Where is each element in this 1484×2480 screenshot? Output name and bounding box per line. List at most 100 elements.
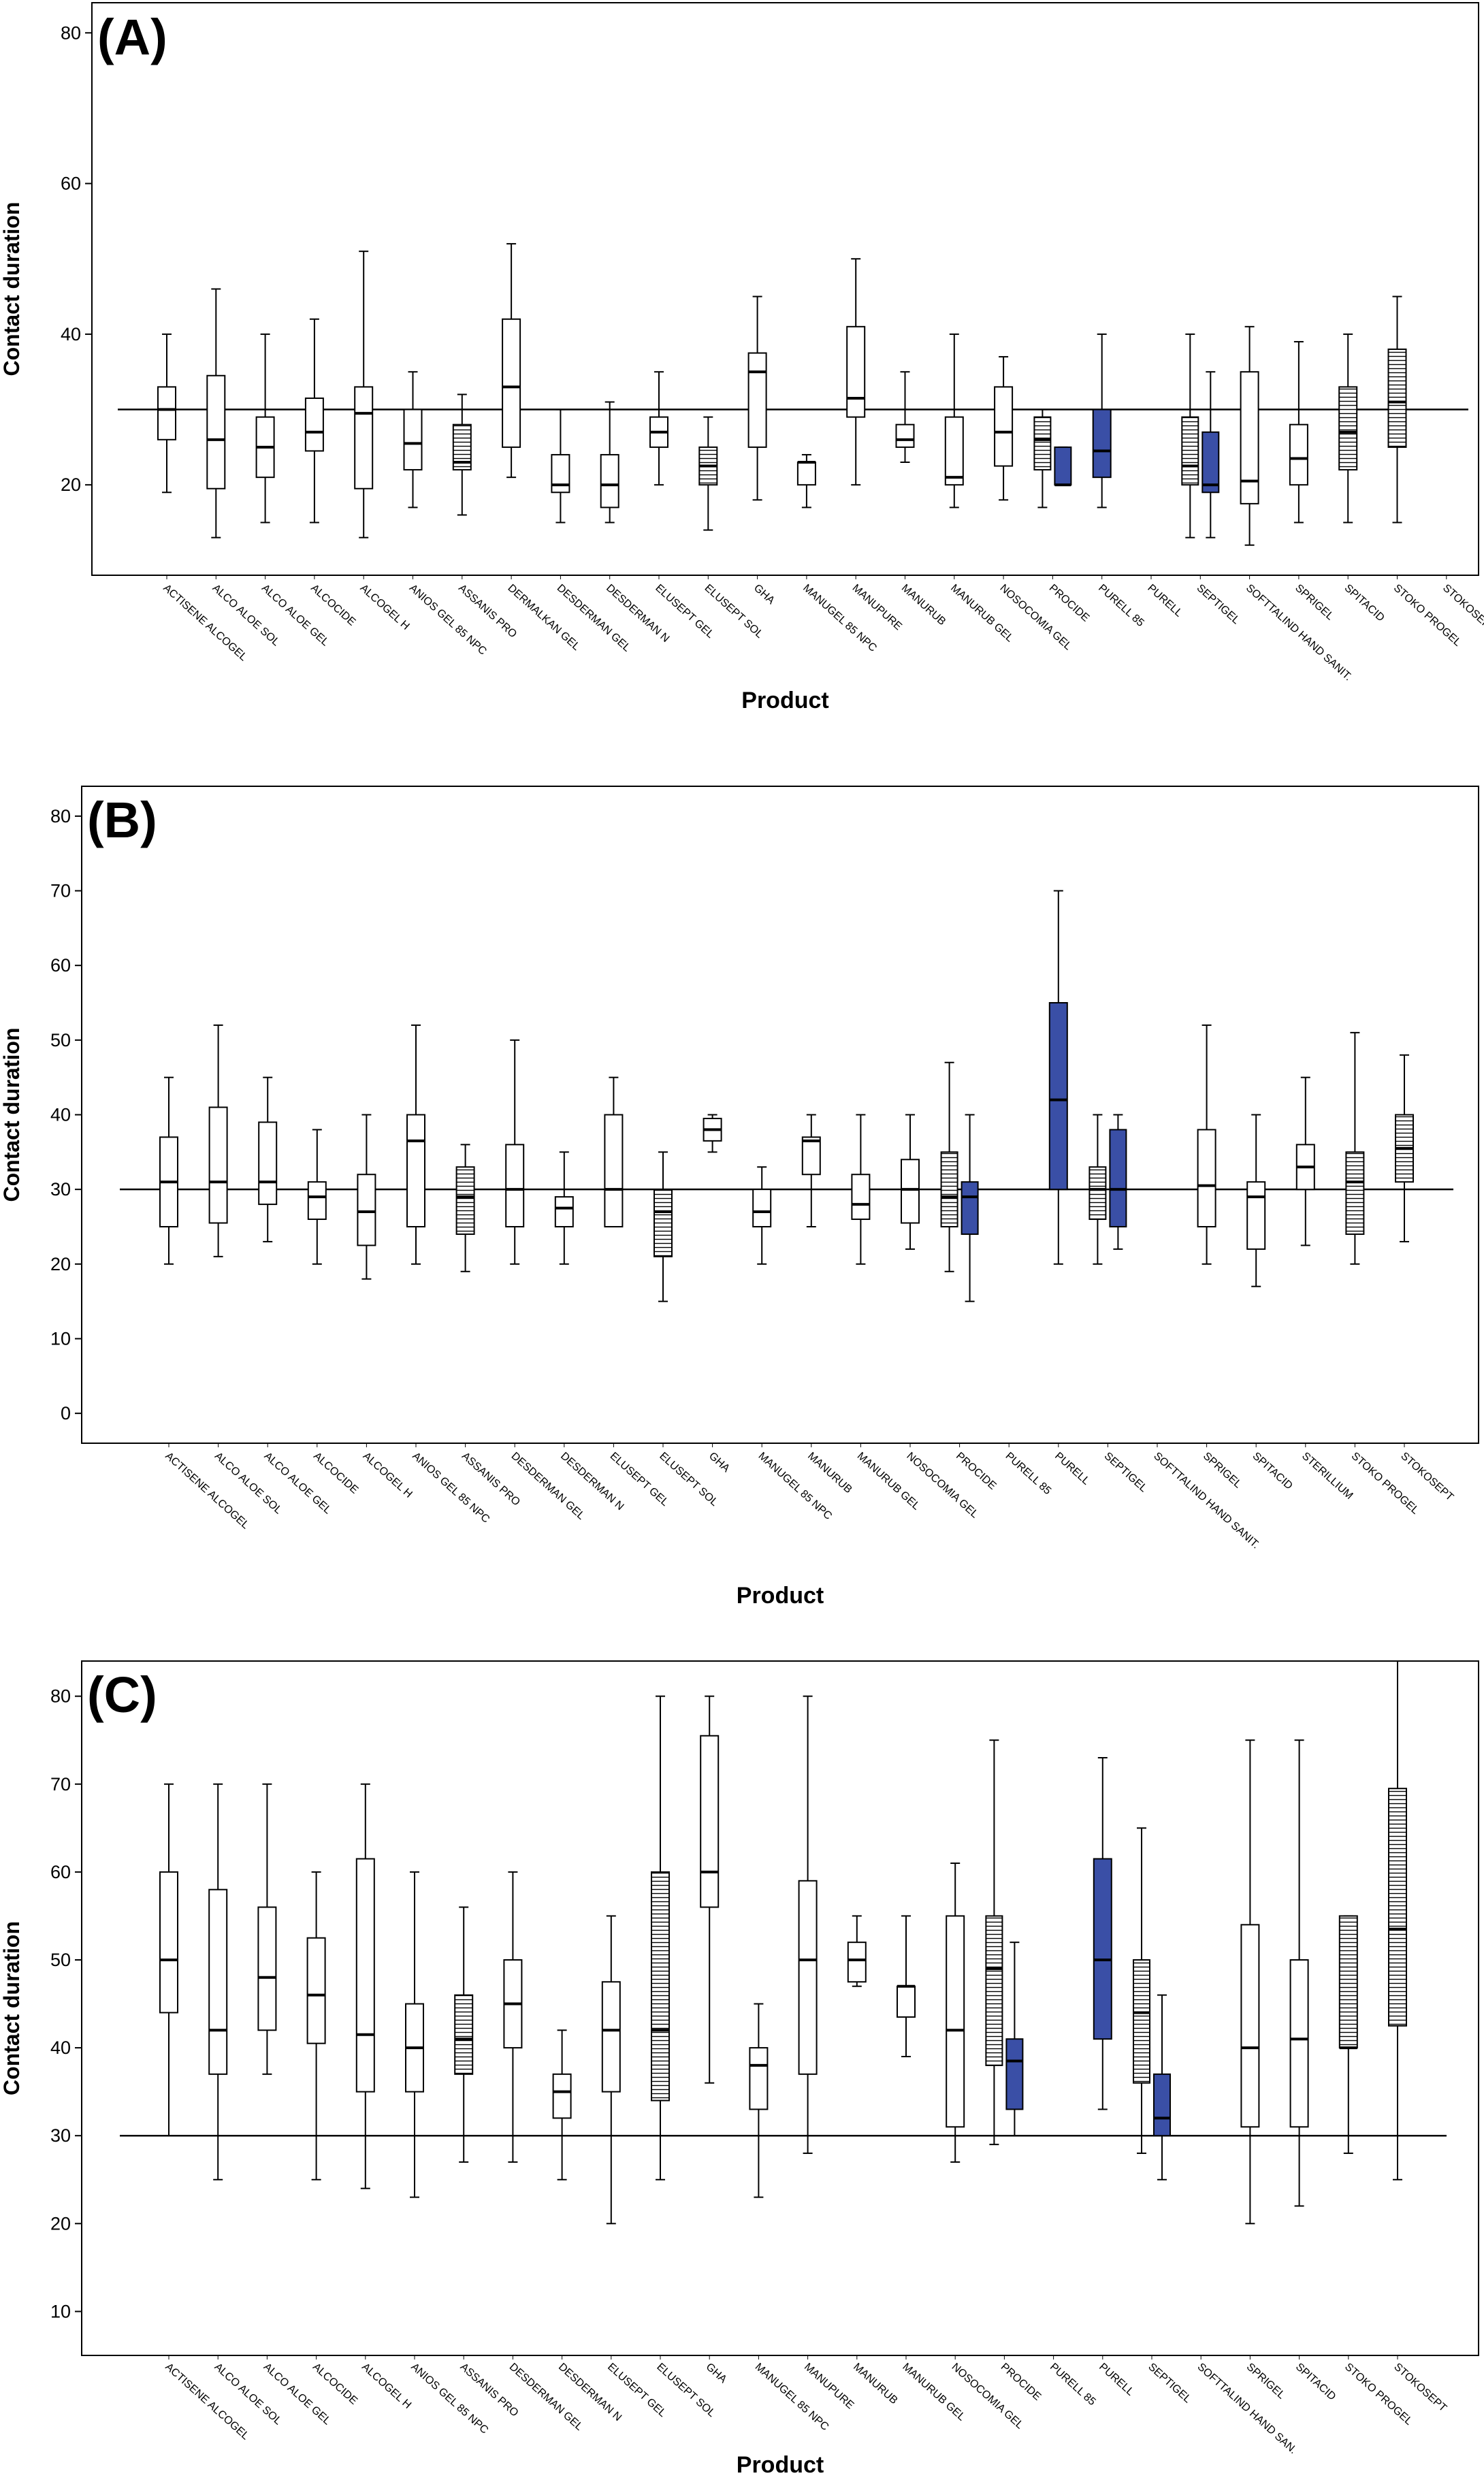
box-iqr — [403, 408, 423, 471]
box-procide-subgroup — [961, 1114, 979, 1302]
box-stoko-progel — [1387, 295, 1407, 524]
box-iqr — [1246, 1181, 1266, 1250]
box-septigel-subgroup — [1153, 1994, 1171, 2180]
plot-frame — [81, 786, 1479, 1444]
box-spitacid — [1289, 1739, 1309, 2207]
box-manurub-gel — [944, 333, 964, 509]
y-tick-label: 20 — [50, 1254, 71, 1274]
x-tick-label: ACTISENE ALCOGEL — [163, 2361, 251, 2442]
box-alco-aloe-sol — [208, 1783, 228, 2180]
box-septigel — [1133, 1827, 1150, 2155]
box-iqr — [552, 2073, 572, 2119]
y-axis-title: Contact duration — [0, 1921, 24, 2095]
box-actisene-alcogel — [159, 1783, 178, 2137]
box-septigel-subgroup — [1201, 371, 1220, 538]
box-iqr — [1240, 371, 1259, 504]
box-manupure — [846, 258, 866, 486]
box-procide-subgroup — [1005, 1942, 1024, 2137]
box-nosocomia-gel — [994, 356, 1014, 501]
box-iqr — [1197, 1129, 1216, 1227]
box-iqr — [304, 397, 324, 452]
box-iqr — [1181, 416, 1199, 486]
x-tick-label: SPITACID — [1251, 1450, 1295, 1492]
box-iqr — [357, 1174, 376, 1246]
box-alcogel-h — [355, 1783, 375, 2189]
box-iqr — [851, 1174, 871, 1221]
box-iqr — [354, 386, 374, 489]
box-desderman-gel — [505, 1039, 525, 1265]
box-purell-85-subgroup — [1092, 333, 1112, 509]
box-alco-aloe-gel — [255, 333, 275, 524]
x-tick-label: GHA — [707, 1450, 732, 1475]
x-axis-title: Product — [737, 1583, 824, 1609]
x-tick-label: SEPTIGEL — [1195, 582, 1242, 626]
box-stoko-progel — [1338, 1915, 1358, 2155]
x-tick-label: SPITACID — [1293, 2361, 1338, 2402]
box-nosocomia-gel — [901, 1114, 920, 1250]
x-tick-label: SOFTTALIND HAND SANIT. — [1244, 582, 1354, 683]
y-tick-label: 10 — [50, 1328, 71, 1349]
box-spitacid — [1246, 1114, 1266, 1287]
box-procide-subgroup — [1054, 446, 1072, 487]
x-tick-label: PURELL 85 — [1048, 2361, 1098, 2408]
y-tick-label: 80 — [61, 22, 81, 43]
box-alco-aloe-sol — [206, 288, 226, 538]
x-tick-label: SPRIGEL — [1293, 582, 1336, 622]
box-procide — [1033, 408, 1052, 509]
box-iqr — [1153, 2073, 1171, 2137]
box-iqr — [1005, 2038, 1024, 2110]
x-axis-title: Product — [741, 688, 828, 713]
x-tick-label: SEPTIGEL — [1146, 2361, 1193, 2405]
box-sterillium — [1295, 1076, 1315, 1246]
box-iqr — [355, 1858, 375, 2093]
x-tick-label: ALCOGEL H — [361, 1450, 415, 1500]
box-iqr — [208, 1106, 228, 1224]
box-elusept-sol — [654, 1151, 673, 1302]
box-iqr — [600, 453, 619, 509]
x-tick-label: SEPTIGEL — [1102, 1450, 1150, 1494]
box-procide — [985, 1739, 1003, 2146]
box-iqr — [455, 1166, 475, 1235]
y-tick-label: 40 — [50, 1105, 71, 1125]
box-sprigel — [1289, 340, 1308, 524]
x-tick-label: PURELL 85 — [1003, 1450, 1054, 1497]
box-manurub — [895, 371, 915, 464]
box-elusept-sol — [651, 1695, 670, 2180]
box-iqr — [651, 1871, 670, 2101]
box-iqr — [306, 1937, 326, 2044]
box-iqr — [796, 462, 816, 486]
y-tick-label: 20 — [50, 2213, 71, 2234]
x-tick-label: ALCOGEL H — [359, 2361, 413, 2411]
box-iqr — [1033, 416, 1052, 471]
box-procide — [940, 1061, 958, 1272]
box-gha — [700, 1695, 720, 2084]
box-iqr — [940, 1151, 958, 1227]
box-iqr — [1345, 1151, 1365, 1235]
x-tick-label: MANURUB — [899, 582, 948, 628]
x-tick-label: PROCIDE — [954, 1450, 999, 1492]
y-tick-label: 60 — [61, 174, 81, 194]
box-iqr — [1388, 1788, 1407, 2027]
plot-frame — [81, 1660, 1479, 2356]
box-iqr — [749, 2047, 769, 2110]
panel-label: (B) — [87, 792, 157, 848]
box-iqr — [846, 325, 866, 418]
box-iqr — [206, 374, 226, 489]
box-iqr — [1289, 423, 1308, 486]
x-tick-label: GHA — [704, 2361, 729, 2385]
box-alco-aloe-gel — [258, 1076, 278, 1242]
x-tick-label: STERILLIUM — [1300, 1450, 1355, 1502]
box-iqr — [1387, 349, 1407, 448]
box-manurub-gel — [897, 1915, 916, 2058]
box-iqr — [307, 1181, 327, 1221]
chart-panel-c: 10 20 30 40 50 60 70 80 ACTISENE ALCOGEL ALCO ALO… — [0, 1647, 1484, 2478]
box-septigel-subgroup — [1109, 1114, 1127, 1250]
box-iqr — [700, 1735, 720, 1908]
box-softtalind-hand-sanit — [1240, 325, 1259, 546]
box-purell-subgroup — [1048, 890, 1068, 1265]
box-desderman-n — [554, 1151, 574, 1265]
x-tick-label: PURELL — [1097, 2361, 1136, 2398]
box-stoko-progel — [1345, 1031, 1365, 1265]
y-tick-label: 10 — [50, 2301, 71, 2321]
